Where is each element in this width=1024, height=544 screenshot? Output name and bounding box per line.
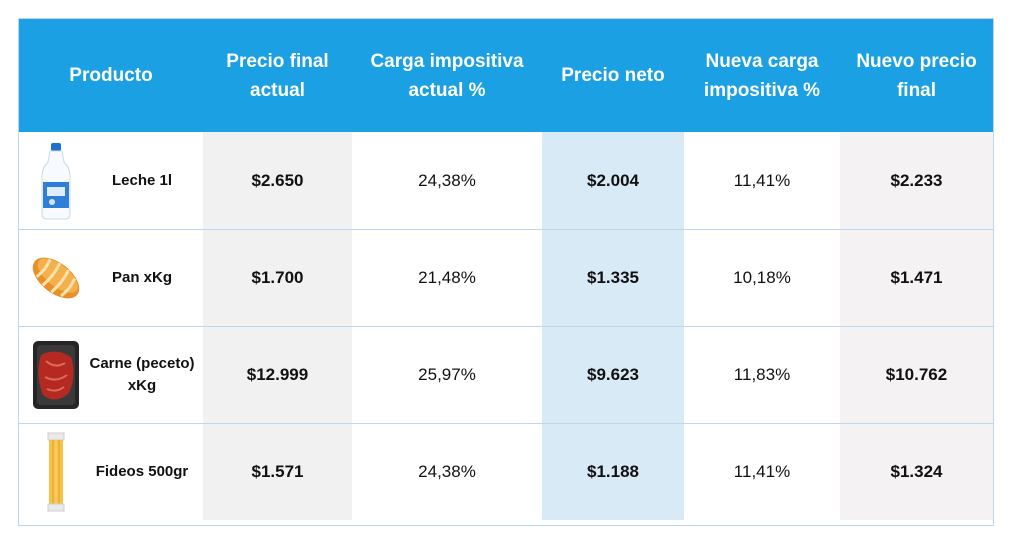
- carga-actual: 25,97%: [418, 365, 476, 384]
- precio-final-actual: $1.571: [203, 424, 352, 520]
- product-cell: Carne (peceto) xKg: [19, 327, 203, 423]
- product-cell: Pan xKg: [19, 230, 203, 326]
- nueva-carga: 11,41%: [733, 462, 791, 481]
- table-header: Producto Precio final actual Carga impos…: [19, 19, 993, 132]
- precio-final-actual: $2.650: [203, 132, 352, 229]
- precio-neto: $2.004: [542, 132, 684, 229]
- table-row: Carne (peceto) xKg $12.999 25,97% $9.623…: [19, 326, 993, 423]
- header-precio-final-actual: Precio final actual: [226, 50, 329, 101]
- carga-actual: 21,48%: [418, 268, 476, 287]
- nuevo-precio-final: $2.233: [840, 132, 993, 229]
- nueva-carga: 11,41%: [733, 170, 791, 190]
- bread-icon: [27, 238, 85, 318]
- carga-actual: 24,38%: [418, 170, 476, 190]
- nuevo-precio-final: $1.471: [840, 230, 993, 326]
- table-row: Pan xKg $1.700 21,48% $1.335 10,18% $1.4…: [19, 229, 993, 326]
- header-nueva-carga-impositiva: Nueva carga impositiva %: [703, 50, 821, 101]
- table-row: Leche 1l $2.650 24,38% $2.004 11,41% $2.…: [19, 132, 993, 229]
- nueva-carga: 11,83%: [733, 365, 791, 384]
- price-table: Producto Precio final actual Carga impos…: [18, 18, 994, 526]
- nuevo-precio-final: $1.324: [840, 424, 993, 520]
- product-name: Pan xKg: [111, 269, 172, 286]
- precio-final-actual: $1.700: [203, 230, 352, 326]
- pasta-package-icon: [27, 432, 85, 512]
- product-name: Fideos 500gr: [95, 463, 189, 480]
- header-carga-impositiva-actual: Carga impositiva actual %: [370, 50, 524, 101]
- table-row: Fideos 500gr $1.571 24,38% $1.188 11,41%…: [19, 423, 993, 520]
- meat-tray-icon: [27, 335, 85, 415]
- precio-neto: $1.188: [542, 424, 684, 520]
- header-nuevo-precio-final: Nuevo precio final: [856, 50, 977, 101]
- product-name: Leche 1l: [111, 171, 173, 189]
- nuevo-precio-final: $10.762: [840, 327, 993, 423]
- nueva-carga: 10,18%: [733, 268, 791, 287]
- product-name: Carne (peceto) xKg: [89, 355, 195, 394]
- precio-final-actual: $12.999: [203, 327, 352, 423]
- table-body: Leche 1l $2.650 24,38% $2.004 11,41% $2.…: [19, 132, 993, 520]
- precio-neto: $1.335: [542, 230, 684, 326]
- carga-actual: 24,38%: [418, 462, 476, 481]
- header-precio-neto: Precio neto: [561, 65, 665, 86]
- milk-bottle-icon: [27, 141, 85, 221]
- product-cell: Leche 1l: [19, 132, 203, 229]
- header-producto: Producto: [69, 65, 153, 86]
- product-cell: Fideos 500gr: [19, 424, 203, 520]
- precio-neto: $9.623: [542, 327, 684, 423]
